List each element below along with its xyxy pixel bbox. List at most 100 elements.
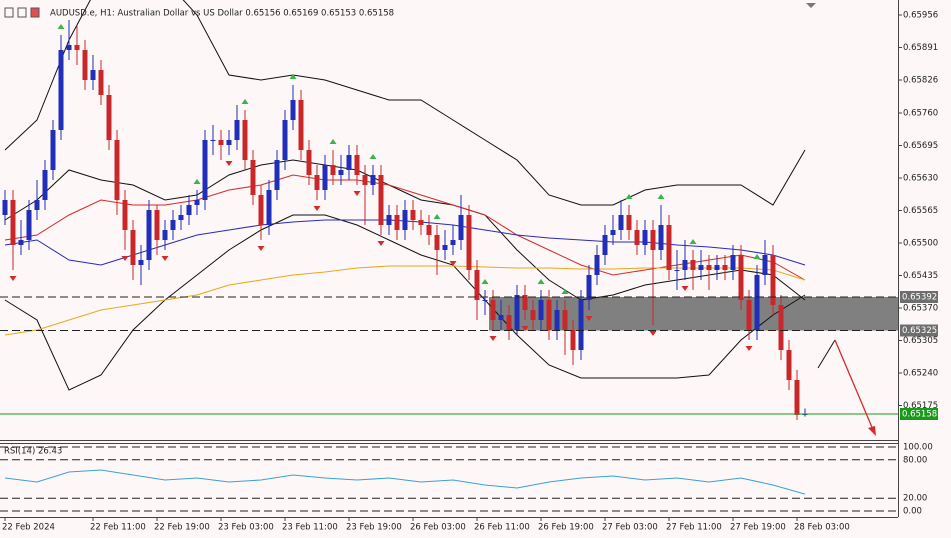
candle-body [146,210,152,260]
x-tick-label: 26 Feb 11:00 [474,523,530,533]
candle-body [378,175,384,225]
toolbar-icons [4,7,40,18]
candle-body [738,255,744,300]
y-tick-label: 0.65760 [903,109,938,119]
candle-body [746,300,752,330]
candle-body [618,215,624,230]
candle-body [610,230,616,235]
candle-body [658,225,664,250]
candle-body [298,100,304,150]
candle-body [74,45,80,50]
fractal-up [753,254,761,259]
candle-body [514,295,520,330]
candle-body [506,315,512,330]
price-panel [0,0,898,420]
x-tick-label: 28 Feb 03:00 [794,523,850,533]
candle-body [82,50,88,80]
level-label: 0.65325 [902,326,937,336]
candle-body [282,120,288,160]
x-tick-label: 26 Feb 19:00 [538,523,594,533]
candle-body [202,140,208,200]
y-tick-label: 100.00 [903,443,933,453]
fractal-down [681,286,689,291]
x-tick-label: 23 Feb 03:00 [218,523,274,533]
y-tick-label: 0.65305 [903,336,938,346]
candle-body [314,175,320,190]
candle-body [306,150,312,175]
fractal-down [521,326,529,331]
candle-body [394,215,400,230]
candle-body [34,200,40,210]
fractal-up [561,289,569,294]
candle-body [634,230,640,245]
candle-body [226,140,232,145]
y-tick-label: 0.65565 [903,206,938,216]
fractal-down [9,276,17,281]
candle-body [178,215,184,220]
fractal-down [377,241,385,246]
candle-body [482,300,488,301]
fractal-up [433,214,441,219]
fractal-up [625,194,633,199]
x-tick-label: 22 Feb 19:00 [154,523,210,533]
candle-body [410,210,416,220]
candle-body [698,265,704,270]
fractal-down [649,331,657,336]
x-tick-label: 27 Feb 03:00 [602,523,658,533]
indicator-line [4,159,806,301]
candle-body [570,330,576,350]
y-tick-label: 0.65826 [903,76,938,86]
fractal-up [57,24,65,29]
y-tick-label: 0.65500 [903,239,938,249]
candle-body [338,170,344,175]
candle-body [642,230,648,245]
indicator-line [4,214,806,391]
candle-body [626,215,632,230]
candle-body [66,45,72,50]
candle-body [458,215,464,240]
candle-body [602,235,608,255]
chart-header: AUDUSD.e, H1: Australian Dollar vs US Do… [50,9,394,19]
candle-body [762,255,768,275]
fractal-up [537,279,545,284]
candle-body [650,230,656,250]
candle-body [546,300,552,330]
candle-body [258,195,264,225]
candle-body [154,210,160,240]
candle-body [362,175,368,185]
level-label: 0.65392 [902,293,937,303]
candle-body [554,310,560,330]
candle-body [538,300,544,320]
y-tick-label: 0.65435 [903,271,938,281]
candle-body [402,210,408,230]
candle-body [114,140,120,200]
candle-body [274,160,280,190]
x-tick-label: 23 Feb 11:00 [282,523,338,533]
level-label: 0.65158 [902,410,937,420]
fractal-down [745,346,753,351]
candle-body [42,170,48,200]
fractal-up [369,154,377,159]
candle-body [714,265,720,270]
rsi-title: RSI(14) 26.43 [4,447,62,457]
candle-body [578,300,584,350]
candle-body [90,70,96,80]
fractal-up [329,139,337,144]
fractal-down [449,261,457,266]
fractal-up [689,239,697,244]
candle-body [250,160,256,195]
fractal-down [257,246,265,251]
candle-body [682,260,688,270]
level-label-box [900,291,938,303]
rsi-panel [0,446,898,512]
candle-body [330,165,336,175]
candle-body [130,230,136,265]
fractal-up [657,194,665,199]
rsi-line [4,469,806,495]
candle-body [98,70,104,95]
candle-body [674,270,680,271]
candle-body [706,265,712,270]
y-tick-label: 0.65370 [903,304,938,314]
candle-body [242,120,248,160]
candle-body [450,240,456,245]
